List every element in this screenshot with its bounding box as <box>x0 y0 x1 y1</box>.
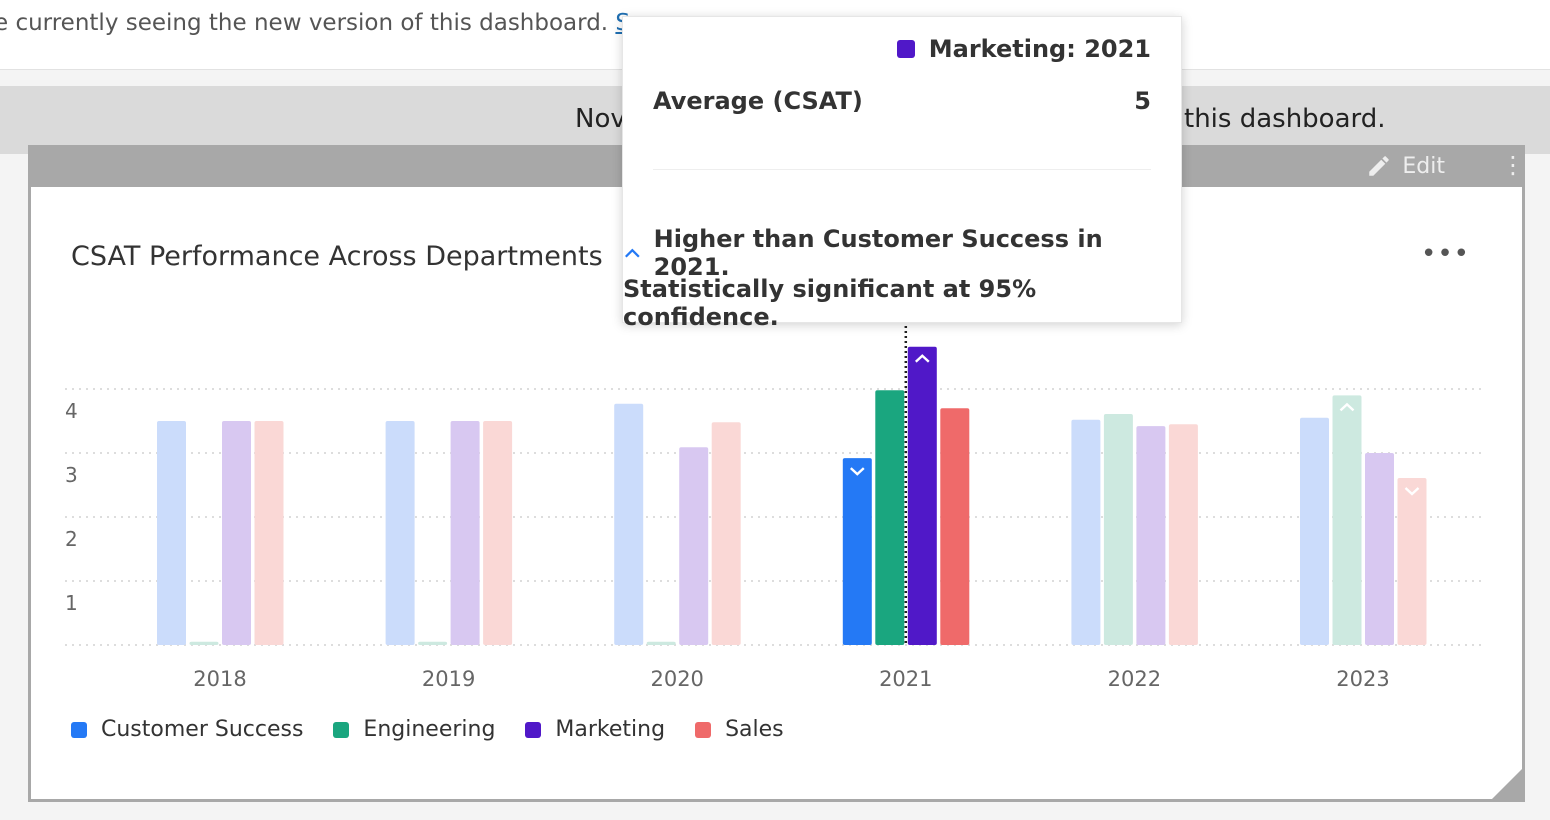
x-tick-label: 2019 <box>422 667 475 691</box>
x-tick-label: 2020 <box>650 667 703 691</box>
bar <box>385 421 415 645</box>
bar <box>614 403 644 645</box>
edit-label: Edit <box>1402 153 1445 179</box>
bar <box>1332 395 1362 645</box>
bar <box>646 641 676 645</box>
chart-tooltip: Marketing: 2021 Average (CSAT) 5 Higher t… <box>622 16 1182 331</box>
banner-text-right: this dashboard. <box>1184 104 1386 134</box>
y-tick-label: 4 <box>65 399 78 423</box>
tooltip-series: Marketing: 2021 <box>928 35 1151 63</box>
bar <box>254 421 284 645</box>
legend-item[interactable]: Customer Success <box>71 717 303 742</box>
bar <box>1300 417 1329 645</box>
x-tick-label: 2021 <box>879 667 932 691</box>
tooltip-significance: Statistically significant at 95% confide… <box>623 275 1037 331</box>
legend-item[interactable]: Sales <box>695 717 784 742</box>
notice-text: e currently seeing the new version of th… <box>0 10 609 36</box>
bar <box>222 421 251 645</box>
chevron-up-icon <box>914 354 930 363</box>
bar <box>842 458 872 645</box>
bar <box>907 346 937 645</box>
x-tick-label: 2023 <box>1336 667 1389 691</box>
legend-item[interactable]: Engineering <box>333 717 495 742</box>
chart-options-button[interactable]: ••• <box>1420 239 1470 269</box>
top-notice: e currently seeing the new version of th… <box>0 10 649 36</box>
bar <box>940 408 970 645</box>
pencil-icon <box>1369 156 1390 176</box>
bar <box>679 447 709 645</box>
legend-swatch <box>333 721 350 738</box>
bar <box>1103 413 1133 645</box>
banner-text-left: Nov <box>575 104 626 134</box>
chevron-down-icon <box>1404 487 1420 496</box>
bar <box>1168 424 1198 645</box>
metric-label: Average (CSAT) <box>653 87 863 115</box>
legend-swatch <box>695 721 712 738</box>
bar <box>1136 426 1166 645</box>
bar <box>418 641 448 645</box>
tooltip-metric-row: Average (CSAT) 5 <box>653 87 1151 115</box>
chevron-down-icon <box>849 467 865 476</box>
y-tick-label: 3 <box>65 463 78 487</box>
resize-handle[interactable] <box>1492 769 1522 799</box>
bar <box>450 421 480 645</box>
tooltip-divider <box>653 169 1151 170</box>
legend-label: Customer Success <box>101 717 304 742</box>
legend-label: Sales <box>725 717 784 742</box>
bar <box>189 641 219 645</box>
series-swatch <box>896 40 915 58</box>
x-tick-label: 2018 <box>193 667 246 691</box>
bar <box>157 421 186 645</box>
metric-value: 5 <box>1134 87 1151 115</box>
chevron-up-icon <box>625 248 640 258</box>
legend-swatch <box>71 721 87 738</box>
tooltip-header: Marketing: 2021 <box>896 35 1151 63</box>
chart-legend: Customer Success Engineering Marketing Sale… <box>71 717 784 742</box>
bar <box>711 422 741 645</box>
x-tick-label: 2022 <box>1108 667 1161 691</box>
legend-label: Marketing <box>555 717 666 742</box>
bar <box>875 390 905 645</box>
tooltip-comparison: Higher than Customer Success in 2021. <box>623 225 1151 281</box>
y-tick-label: 1 <box>65 591 78 615</box>
edit-button[interactable]: Edit <box>1366 153 1445 179</box>
chevron-up-icon <box>1339 402 1355 412</box>
bar <box>1365 453 1394 645</box>
bar <box>483 421 513 645</box>
legend-item[interactable]: Marketing <box>525 717 665 742</box>
bar <box>1397 477 1427 645</box>
comparison-text: Higher than Customer Success in 2021. <box>653 225 1103 281</box>
widget-title: CSAT Performance Across Departments <box>71 241 603 272</box>
legend-swatch <box>525 721 542 738</box>
legend-label: Engineering <box>363 717 496 742</box>
bar <box>1071 419 1101 645</box>
y-tick-label: 2 <box>65 527 78 551</box>
